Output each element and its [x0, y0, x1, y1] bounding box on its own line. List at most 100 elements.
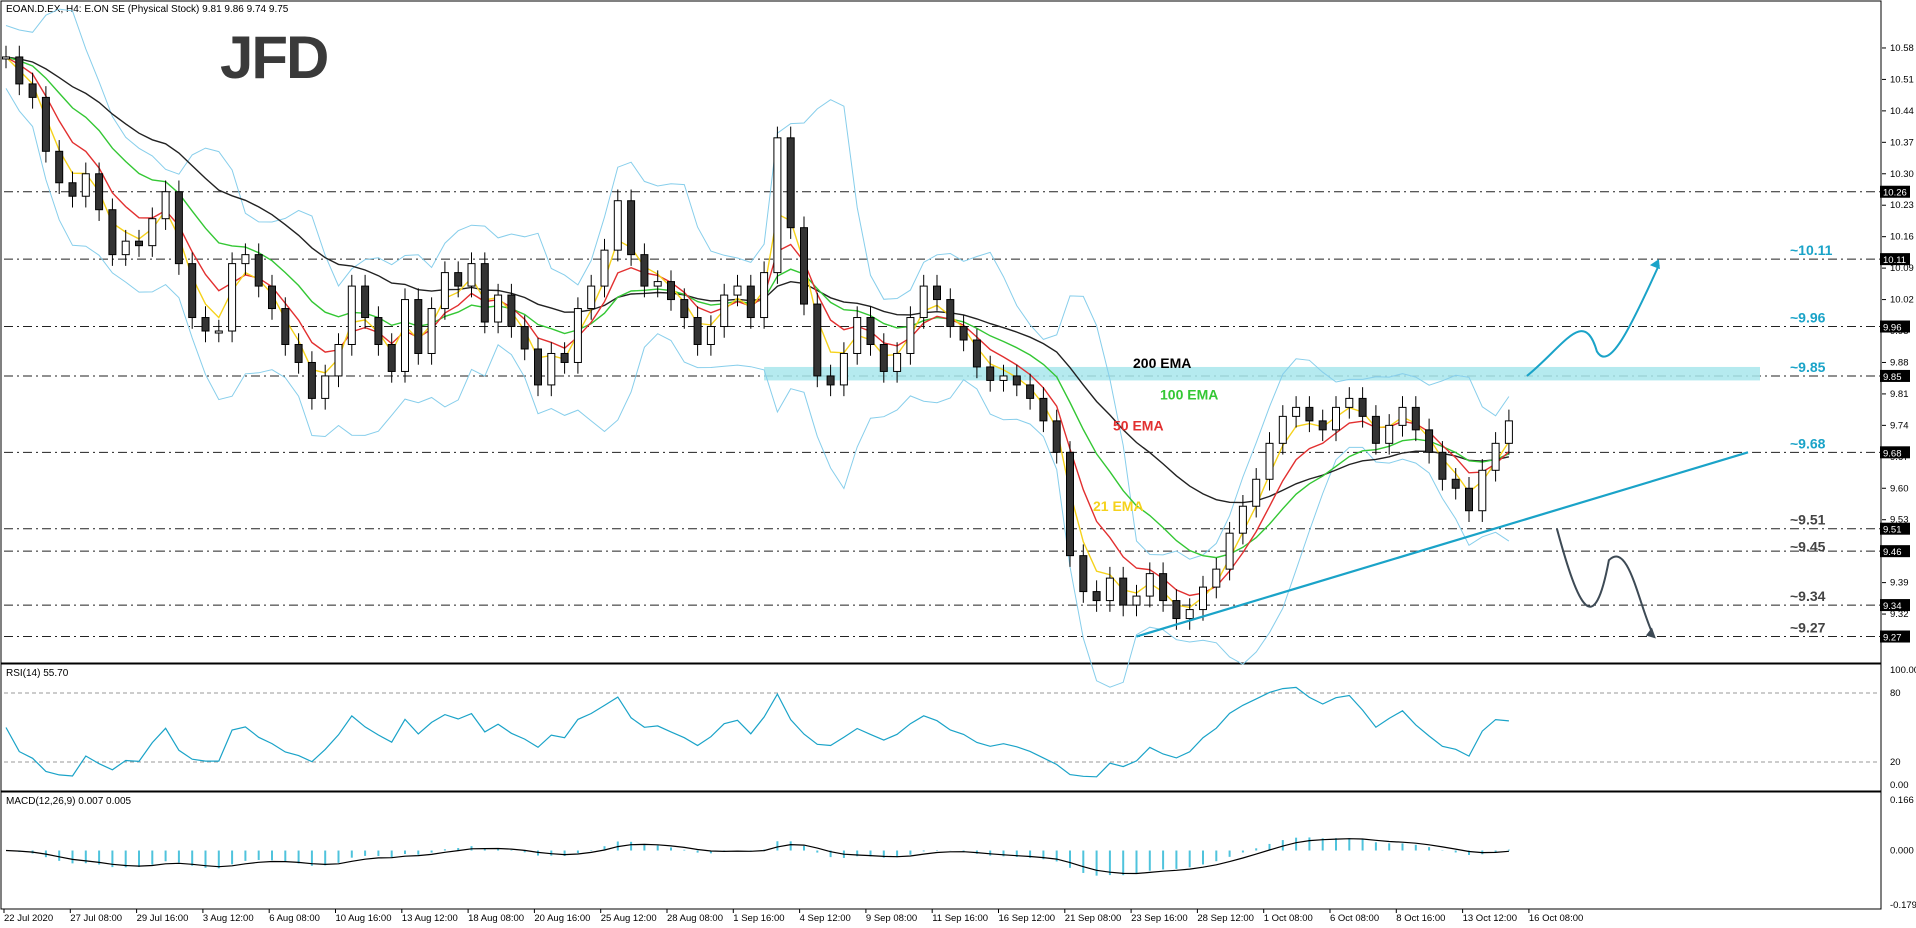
- candle-body: [387, 343, 396, 372]
- candle-body: [294, 343, 303, 363]
- candle-body: [68, 182, 77, 197]
- ascending-trendline: [1136, 451, 1749, 638]
- y-tick-label: 10.58: [1890, 43, 1914, 54]
- x-tick-label: 21 Sep 08:00: [1065, 913, 1122, 924]
- x-tick-label: 13 Oct 12:00: [1463, 913, 1517, 924]
- candle-body: [1066, 451, 1074, 557]
- price-tag-box: [1880, 545, 1910, 558]
- candle-body: [839, 352, 848, 386]
- candle-body: [1159, 573, 1168, 602]
- x-tick-label: 8 Oct 16:00: [1396, 913, 1445, 924]
- y-tick-label: 10.02: [1890, 295, 1914, 306]
- candle-body: [201, 317, 210, 332]
- candle-body: [228, 263, 237, 332]
- candle-body: [667, 281, 675, 301]
- candle-body: [959, 326, 968, 341]
- level-label: ~9.51: [1790, 512, 1826, 528]
- y-tick-label: 9.81: [1890, 389, 1909, 400]
- candle-body: [680, 299, 689, 319]
- price-tag-box: [1880, 320, 1910, 333]
- x-tick-label: 22 Jul 2020: [4, 913, 53, 924]
- y-tick-label: 9.88: [1890, 357, 1909, 368]
- candle-body: [1012, 375, 1021, 386]
- level-lines: [4, 191, 1880, 638]
- y-tick-label: 9.60: [1890, 483, 1909, 494]
- price-tag-label: 9.85: [1883, 372, 1902, 383]
- macd-panel[interactable]: [0, 791, 1882, 910]
- price-tag-box: [1880, 446, 1910, 459]
- level-label: ~9.68: [1790, 435, 1826, 451]
- x-tick-label: 1 Sep 16:00: [733, 913, 784, 924]
- bearish-scenario-arrow: [1555, 528, 1655, 637]
- y-tick-label: 10.30: [1890, 169, 1914, 180]
- candle-body: [334, 343, 343, 377]
- candle-body: [547, 352, 556, 386]
- candle-body: [440, 272, 449, 310]
- candle-body: [1371, 415, 1380, 444]
- candle-body: [1185, 609, 1194, 620]
- price-tag-box: [1880, 185, 1910, 198]
- macd-tick-label: 0.166: [1890, 795, 1914, 806]
- candle-body: [427, 308, 436, 354]
- rsi-line: 100.00 80 20 0.00: [4, 665, 1916, 791]
- candle-body: [15, 56, 24, 85]
- candle-body: [161, 191, 170, 220]
- candle-body: [1278, 415, 1287, 444]
- candle-body: [640, 254, 649, 287]
- candle-body: [81, 173, 90, 197]
- x-tick-label: 27 Jul 08:00: [70, 913, 122, 924]
- candle-body: [972, 339, 981, 368]
- y-tick-label: 10.16: [1890, 232, 1914, 243]
- rsi-panel[interactable]: [0, 663, 1882, 792]
- candle-body: [853, 317, 862, 354]
- candle-body: [627, 200, 636, 256]
- candle-body: [1451, 478, 1460, 489]
- candle-body: [214, 330, 223, 334]
- y-tick-label: 10.09: [1890, 263, 1914, 274]
- price-tag-box: [1880, 253, 1910, 266]
- level-label: ~9.34: [1790, 588, 1826, 604]
- candle-body: [467, 263, 476, 287]
- x-tick-label: 13 Aug 12:00: [402, 913, 458, 924]
- y-tick-label: 10.37: [1890, 137, 1914, 148]
- y-tick-label: 9.74: [1890, 420, 1909, 431]
- candle-body: [760, 272, 769, 319]
- candle-body: [1172, 600, 1181, 620]
- candle-body: [347, 285, 356, 345]
- candle-body: [1212, 568, 1221, 588]
- candle-body: [773, 137, 782, 274]
- candle-body: [813, 303, 822, 377]
- x-tick-label: 16 Sep 12:00: [999, 913, 1056, 924]
- candle-body: [1039, 397, 1048, 422]
- x-tick-label: 6 Oct 08:00: [1330, 913, 1379, 924]
- x-tick-label: 20 Aug 16:00: [534, 913, 590, 924]
- bollinger-upper: [5, 8, 1510, 560]
- candle-body: [374, 317, 383, 345]
- candle-body: [361, 285, 370, 319]
- candle-body: [55, 150, 64, 184]
- candle-body: [121, 240, 130, 256]
- rsi-tick-label: 100.00: [1890, 665, 1916, 676]
- candle-body: [1465, 487, 1473, 512]
- candle-body: [1132, 595, 1141, 606]
- candle-body: [906, 317, 915, 354]
- candle-body: [1504, 420, 1513, 444]
- candlesticks: [2, 45, 1513, 630]
- level-label: ~9.96: [1790, 310, 1826, 326]
- resistance-band: [764, 366, 1760, 381]
- ema-label: 200 EMA: [1133, 355, 1191, 371]
- price-panel[interactable]: [0, 0, 1882, 664]
- candle-body: [573, 308, 582, 363]
- candle-body: [653, 281, 662, 287]
- candle-body: [520, 326, 529, 350]
- price-tag-label: 9.96: [1883, 323, 1902, 334]
- candle-body: [494, 294, 503, 323]
- candle-body: [254, 254, 263, 287]
- x-tick-label: 9 Sep 08:00: [866, 913, 917, 924]
- price-tag-box: [1880, 630, 1910, 643]
- x-tick-label: 18 Aug 08:00: [468, 913, 524, 924]
- candle-body: [826, 375, 835, 386]
- candle-body: [1119, 577, 1128, 606]
- candle-body: [919, 285, 928, 319]
